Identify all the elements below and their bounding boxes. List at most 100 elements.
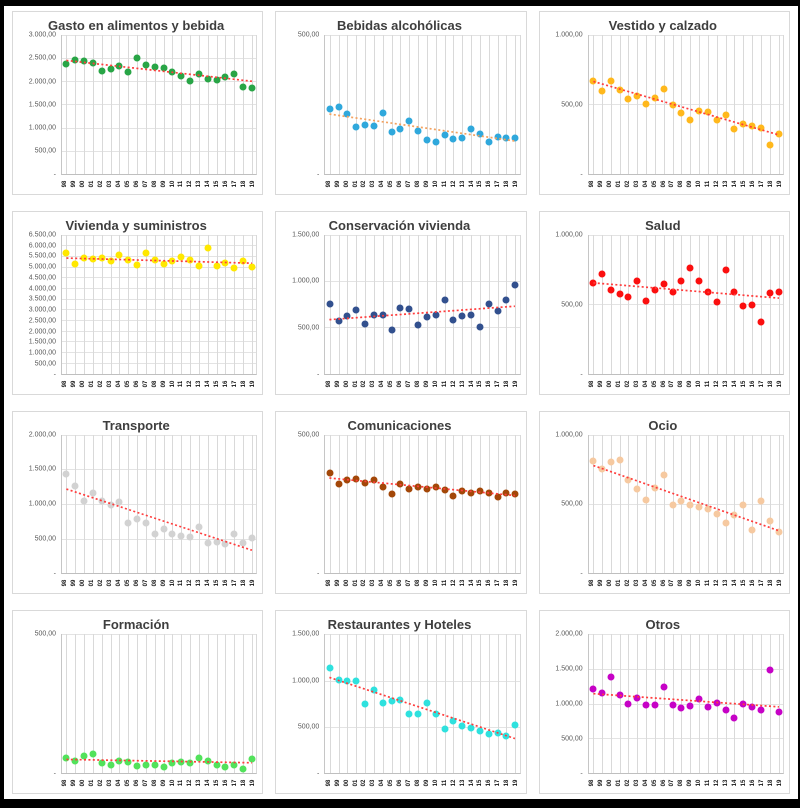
x-tick-label: 00 xyxy=(80,579,87,587)
gridline-vertical xyxy=(400,234,402,374)
gridline-vertical xyxy=(619,35,621,174)
gridline-vertical xyxy=(251,634,253,773)
x-tick-label: 17 xyxy=(232,380,239,387)
data-point xyxy=(624,95,632,103)
y-tick-label: 1.000,00 xyxy=(555,431,583,438)
gridline-vertical xyxy=(760,35,762,174)
x-tick-label: 12 xyxy=(450,779,457,787)
x-tick-label: 05 xyxy=(388,180,395,188)
x-tick-label: 16 xyxy=(223,380,230,387)
chart-panel[interactable]: Ocio 1.000,00 500,00-98 99 00 01 02 03 04 05 06 07 0… xyxy=(538,410,790,595)
data-point xyxy=(204,244,212,252)
gridline-vertical xyxy=(119,634,121,773)
gridline-vertical xyxy=(365,434,367,574)
data-point xyxy=(467,724,475,732)
gridline-vertical xyxy=(743,35,745,174)
x-tick-label: 11 xyxy=(178,180,185,187)
x-tick-label: 08 xyxy=(415,579,422,587)
x-tick-label: 06 xyxy=(397,180,404,188)
gridline-horizontal xyxy=(588,703,783,705)
x-tick-label: 12 xyxy=(450,380,457,387)
gridline-vertical xyxy=(646,434,648,574)
x-tick-label: 11 xyxy=(705,180,712,187)
x-tick-label: 07 xyxy=(142,180,149,188)
data-point xyxy=(458,134,466,142)
x-tick-label: 02 xyxy=(361,579,368,587)
y-tick-label: 500,00 xyxy=(297,431,320,438)
chart-panel[interactable]: Vestido y calzado 1.000,00 500,00 -98 99 00 01… xyxy=(538,11,790,195)
chart-panel[interactable]: Bebidas alcohólicas 500,00 -98 99 00 01 02 03 04… xyxy=(275,11,527,195)
x-tick-label: 03 xyxy=(370,380,377,387)
gridline-vertical xyxy=(356,634,358,773)
chart-panel[interactable]: Salud 1.000,00 500,00 -98 99 00 01 02 03 04 05 06 07… xyxy=(538,210,790,395)
data-point xyxy=(669,501,677,509)
plot-area xyxy=(324,634,521,774)
y-tick-label: 500,00 xyxy=(561,735,583,743)
x-axis: 98 99 00 01 02 03 04 05 06 07 08 09 10 11 12 13 14 15 16 17… xyxy=(588,175,784,190)
data-point xyxy=(651,94,659,102)
data-point xyxy=(133,54,141,62)
x-tick-label: 13 xyxy=(196,779,203,787)
x-tick-label: 04 xyxy=(116,779,122,787)
gridline-vertical xyxy=(672,234,674,374)
chart-panel[interactable]: Gasto en alimentos y bebida 3.000,00 2.500… xyxy=(12,11,264,195)
data-point xyxy=(695,695,703,703)
chart-panel[interactable]: Otros 2.000,00 1.500,00 1.000,00 500,00 -98 99… xyxy=(538,610,790,794)
gridline-vertical xyxy=(92,35,94,174)
x-tick-label: 17 xyxy=(495,180,502,188)
gridline-vertical xyxy=(92,634,94,773)
x-tick-label: 14 xyxy=(731,180,738,188)
gridline-vertical xyxy=(216,434,218,574)
x-tick-label: 11 xyxy=(441,580,448,587)
y-tick-label: - xyxy=(53,570,56,578)
data-point xyxy=(651,286,659,294)
gridline-vertical xyxy=(128,634,130,773)
chart-title: Restaurantes y Hoteles xyxy=(327,617,472,633)
x-tick-label: 15 xyxy=(214,380,221,387)
data-point xyxy=(151,530,159,538)
data-point xyxy=(441,725,449,733)
chart-panel[interactable]: Formación 500,00 -98 99 00 01 02 03 04 05 06 07 08 09… xyxy=(12,610,264,794)
y-tick-label: - xyxy=(316,770,320,778)
chart-panel[interactable]: Restaurantes y Hoteles 1.500,00 1.000,00 50… xyxy=(275,610,527,794)
data-point xyxy=(370,311,378,319)
y-tick-label: 1.000,00 xyxy=(555,31,583,39)
gridline-vertical xyxy=(145,234,147,374)
x-tick-label: 03 xyxy=(107,779,114,787)
gridline-vertical xyxy=(190,234,192,374)
data-point xyxy=(766,517,774,525)
chart-title: Salud xyxy=(645,217,681,233)
x-tick-label: 19 xyxy=(776,180,783,188)
x-tick-label: 12 xyxy=(714,180,721,188)
x-tick-label: 13 xyxy=(196,380,203,387)
gridline-vertical xyxy=(137,35,139,174)
chart-panel[interactable]: Transporte 2.000,00 1.500,00 1.000,00 500,00… xyxy=(12,410,264,595)
data-point xyxy=(414,321,422,329)
x-tick-label: 05 xyxy=(651,579,658,587)
x-tick-label: 98 xyxy=(325,380,332,387)
data-point xyxy=(633,694,641,702)
x-tick-label: 18 xyxy=(240,380,247,387)
data-point xyxy=(757,318,765,326)
x-tick-label: 19 xyxy=(776,779,783,787)
gridline-vertical xyxy=(637,35,639,174)
data-point xyxy=(160,525,168,533)
chart-panel[interactable]: Comunicaciones 500,00-98 99 00 01 02 03 04 05 06 0… xyxy=(275,410,527,595)
chart-panel[interactable]: Vivienda y suministros 6.500,00 6.000,00 5.… xyxy=(12,210,264,395)
plot-row: 500,00 - xyxy=(278,431,521,578)
x-axis: 98 99 00 01 02 03 04 05 06 07 08 09 10 11 12 13 14 15 16 17… xyxy=(61,774,257,789)
data-point xyxy=(396,696,404,704)
data-point xyxy=(775,288,783,296)
data-point xyxy=(423,485,431,493)
data-point xyxy=(432,311,440,319)
chart-panel[interactable]: Conservación vivienda 1.500,00 1.000,00 500… xyxy=(275,210,527,395)
x-tick-label: 13 xyxy=(459,779,466,787)
x-tick-label: 06 xyxy=(397,779,404,787)
data-point xyxy=(388,326,396,334)
y-tick-label: 500,00 xyxy=(297,31,320,39)
x-tick-label: 11 xyxy=(705,779,712,787)
gridline-vertical xyxy=(154,234,156,374)
x-tick-label: 98 xyxy=(589,579,596,587)
data-point xyxy=(352,677,360,685)
x-tick-label: 02 xyxy=(624,779,631,787)
